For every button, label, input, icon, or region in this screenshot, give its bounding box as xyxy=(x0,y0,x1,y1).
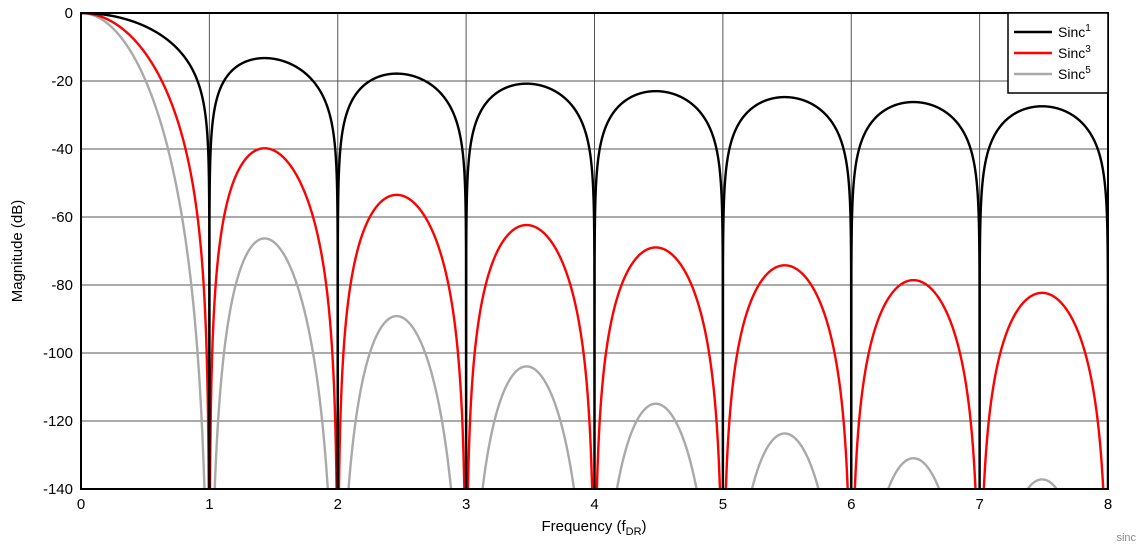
plot-frame xyxy=(80,12,1109,490)
x-tick-labels: 0 1 2 3 4 5 6 7 8 xyxy=(77,496,1112,513)
x-tick-label: 7 xyxy=(975,496,983,513)
y-tick-label: -20 xyxy=(51,73,73,90)
legend-label-sinc3: Sinc3 xyxy=(1058,44,1091,61)
series-line-sinc3 xyxy=(81,13,1105,489)
y-tick-label: -80 xyxy=(51,277,73,294)
y-axis-title: Magnitude (dB) xyxy=(9,200,26,303)
x-tick-label: 0 xyxy=(77,496,85,513)
x-tick-label: 5 xyxy=(719,496,727,513)
x-axis-title: Frequency (fDR) xyxy=(541,518,646,538)
legend-label-sinc1: Sinc1 xyxy=(1058,23,1091,40)
y-tick-label: -140 xyxy=(43,481,73,498)
series-line-sinc5 xyxy=(81,13,1059,489)
series-line-sinc1 xyxy=(81,13,1108,489)
y-tick-labels: 0 -20 -40 -60 -80 -100 -120 -140 xyxy=(43,5,73,498)
x-tick-label: 4 xyxy=(590,496,598,513)
x-tick-label: 2 xyxy=(334,496,342,513)
series-lines xyxy=(81,13,1108,489)
y-tick-label: -100 xyxy=(43,345,73,362)
legend-label-sinc5: Sinc5 xyxy=(1058,65,1091,82)
y-tick-label: -120 xyxy=(43,413,73,430)
x-tick-label: 1 xyxy=(205,496,213,513)
x-tick-label: 3 xyxy=(462,496,470,513)
y-tick-label: -40 xyxy=(51,141,73,158)
legend: Sinc1 Sinc3 Sinc5 xyxy=(1007,12,1109,94)
y-tick-label: -60 xyxy=(51,209,73,226)
x-tick-label: 6 xyxy=(847,496,855,513)
y-tick-label: 0 xyxy=(65,5,73,22)
x-tick-label: 8 xyxy=(1104,496,1112,513)
figure-watermark: sinc xyxy=(1116,532,1136,544)
